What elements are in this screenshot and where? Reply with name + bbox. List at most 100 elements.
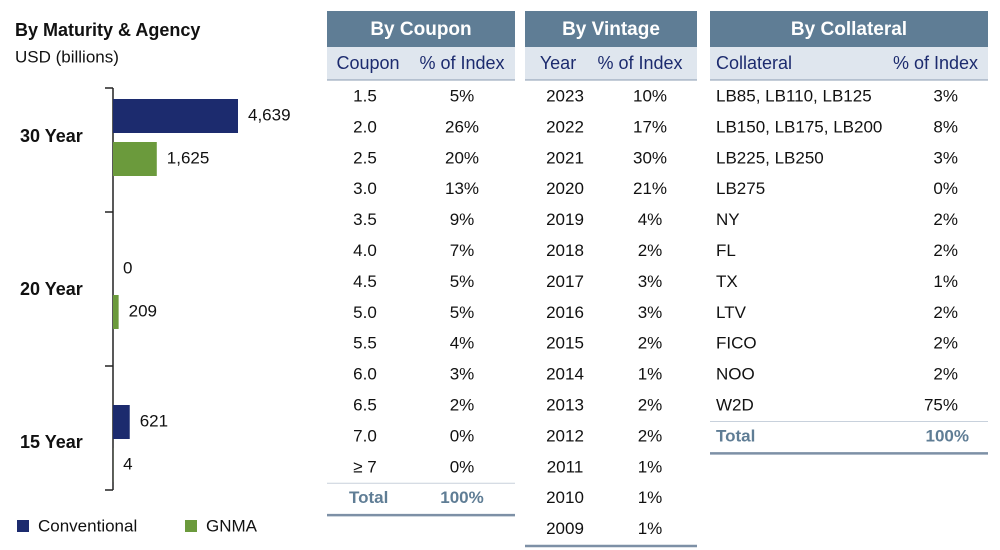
column-header: Collateral xyxy=(716,53,792,73)
table-cell: 2010 xyxy=(546,488,584,507)
table-subheader xyxy=(710,47,988,80)
table-header xyxy=(525,11,697,47)
table-cell: 4% xyxy=(450,334,475,353)
table-subheader xyxy=(327,47,515,80)
table-cell: 1% xyxy=(638,365,663,384)
table-cell: 5% xyxy=(450,86,475,105)
table-cell: 2% xyxy=(933,210,958,229)
table-cell: 3.0 xyxy=(353,179,377,198)
bar xyxy=(113,405,130,439)
category-label: 15 Year xyxy=(20,432,83,452)
table-cell: 2013 xyxy=(546,395,584,414)
chart-subtitle: USD (billions) xyxy=(15,47,119,66)
table-cell: LB275 xyxy=(716,179,765,198)
table-cell: 75% xyxy=(924,395,958,414)
legend-label: Conventional xyxy=(38,516,137,535)
table-cell: LB150, LB175, LB200 xyxy=(716,117,882,136)
value-label: 1,625 xyxy=(167,148,210,167)
table-cell: 2% xyxy=(933,241,958,260)
table-cell: 2% xyxy=(638,241,663,260)
table-cell: LB85, LB110, LB125 xyxy=(716,86,872,105)
table-cell: LTV xyxy=(716,303,747,322)
table-cell: 4.0 xyxy=(353,241,377,260)
bar xyxy=(113,295,119,329)
table-cell: TX xyxy=(716,272,738,291)
table-header xyxy=(710,11,988,47)
value-label: 0 xyxy=(123,258,132,277)
category-label: 20 Year xyxy=(20,279,83,299)
table-cell: 2015 xyxy=(546,334,584,353)
table-cell: NY xyxy=(716,210,740,229)
table-cell: 1% xyxy=(638,457,663,476)
table-cell: 5.5 xyxy=(353,334,377,353)
chart-title: By Maturity & Agency xyxy=(15,20,200,40)
table-cell: 3% xyxy=(933,148,958,167)
table-cell: 7% xyxy=(450,241,475,260)
table-total: 100% xyxy=(926,426,969,445)
table-total: Total xyxy=(716,426,755,445)
table-cell: 2014 xyxy=(546,365,584,384)
bar xyxy=(113,99,238,133)
table-cell: 1% xyxy=(933,272,958,291)
table-cell: 8% xyxy=(933,117,958,136)
table-cell: 5% xyxy=(450,303,475,322)
table-cell: 2% xyxy=(933,365,958,384)
legend-swatch xyxy=(185,520,197,532)
table-subheader xyxy=(525,47,697,80)
table-cell: 2% xyxy=(450,395,475,414)
table-cell: 5% xyxy=(450,272,475,291)
legend-swatch xyxy=(17,520,29,532)
bar xyxy=(113,142,157,176)
table-cell: 0% xyxy=(450,426,475,445)
value-label: 4 xyxy=(123,454,132,473)
column-header: Year xyxy=(540,53,576,73)
table-cell: 2019 xyxy=(546,210,584,229)
table-title: By Coupon xyxy=(370,19,471,40)
value-label: 209 xyxy=(129,301,157,320)
column-header: % of Index xyxy=(893,53,978,73)
table-cell: 2020 xyxy=(546,179,584,198)
table-cell: 7.0 xyxy=(353,426,377,445)
table-cell: 2% xyxy=(638,426,663,445)
table-cell: 10% xyxy=(633,86,667,105)
table-cell: 1% xyxy=(638,519,663,538)
table-cell: 2016 xyxy=(546,303,584,322)
value-label: 621 xyxy=(140,411,168,430)
table-cell: 2009 xyxy=(546,519,584,538)
table-cell: 2021 xyxy=(546,148,584,167)
table-header xyxy=(327,11,515,47)
table-cell: 13% xyxy=(445,179,479,198)
table-cell: 0% xyxy=(933,179,958,198)
table-cell: LB225, LB250 xyxy=(716,148,824,167)
table-cell: 2.5 xyxy=(353,148,377,167)
table-cell: 3% xyxy=(450,365,475,384)
table-cell: 2012 xyxy=(546,426,584,445)
table-cell: 2018 xyxy=(546,241,584,260)
table-cell: 30% xyxy=(633,148,667,167)
table-cell: 21% xyxy=(633,179,667,198)
legend-label: GNMA xyxy=(206,516,258,535)
table-cell: 6.5 xyxy=(353,395,377,414)
table-cell: 9% xyxy=(450,210,475,229)
table-total: Total xyxy=(349,488,388,507)
table-cell: FL xyxy=(716,241,736,260)
table-cell: 17% xyxy=(633,117,667,136)
table-cell: 2011 xyxy=(547,457,584,476)
table-cell: 4.5 xyxy=(353,272,377,291)
table-cell: 3% xyxy=(638,303,663,322)
table-cell: 2% xyxy=(638,334,663,353)
table-cell: 1% xyxy=(638,488,663,507)
table-cell: 2% xyxy=(638,395,663,414)
table-cell: 2.0 xyxy=(353,117,377,136)
table-cell: 2% xyxy=(933,303,958,322)
table-cell: 0% xyxy=(450,457,475,476)
table-cell: FICO xyxy=(716,334,757,353)
column-header: % of Index xyxy=(597,53,682,73)
table-cell: 2017 xyxy=(546,272,584,291)
table-cell: 6.0 xyxy=(353,365,377,384)
table-cell: 20% xyxy=(445,148,479,167)
value-label: 4,639 xyxy=(248,105,291,124)
table-cell: 1.5 xyxy=(353,86,377,105)
table-cell: 3.5 xyxy=(353,210,377,229)
